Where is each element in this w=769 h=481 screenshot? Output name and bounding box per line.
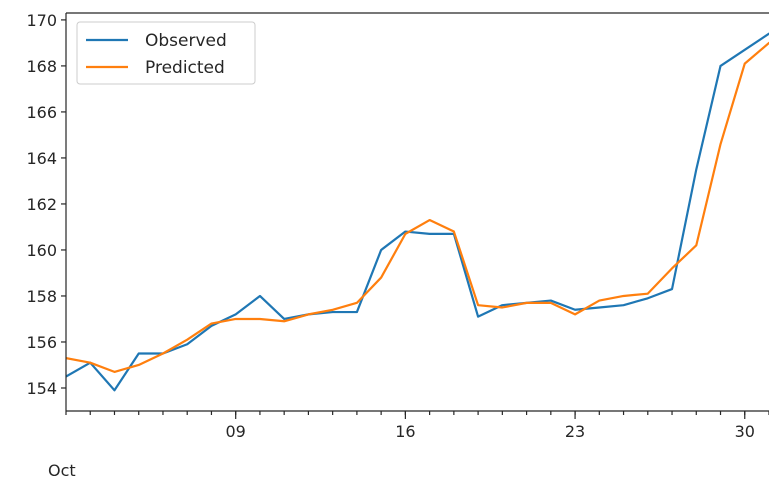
y-tick-label: 164 [26,149,57,168]
legend-label-predicted: Predicted [145,58,225,78]
y-tick-label: 156 [26,333,57,352]
axes-layer: 154 156 158 160 162 164 166 168 170 09 16 23 30 [26,11,769,441]
series-predicted [66,41,769,373]
legend: Observed Predicted [76,21,256,85]
x-tick-label: 30 [735,422,755,441]
series-line-predicted [66,41,769,373]
y-tick-label: 166 [26,103,57,122]
y-tick-label: 154 [26,379,57,398]
series-layer [66,32,769,392]
y-tick-label: 168 [26,57,57,76]
legend-label-observed: Observed [145,31,227,51]
y-tick-label: 158 [26,287,57,306]
x-tick-label: 16 [395,422,415,441]
x-tick-label: 09 [226,422,246,441]
legend-frame [76,21,256,85]
y-tick-label: 170 [26,11,57,30]
y-tick-label: 160 [26,241,57,260]
series-line-observed [66,32,769,392]
x-axis-month-label: Oct [48,461,76,480]
x-tick-label: 23 [565,422,585,441]
y-tick-label: 162 [26,195,57,214]
